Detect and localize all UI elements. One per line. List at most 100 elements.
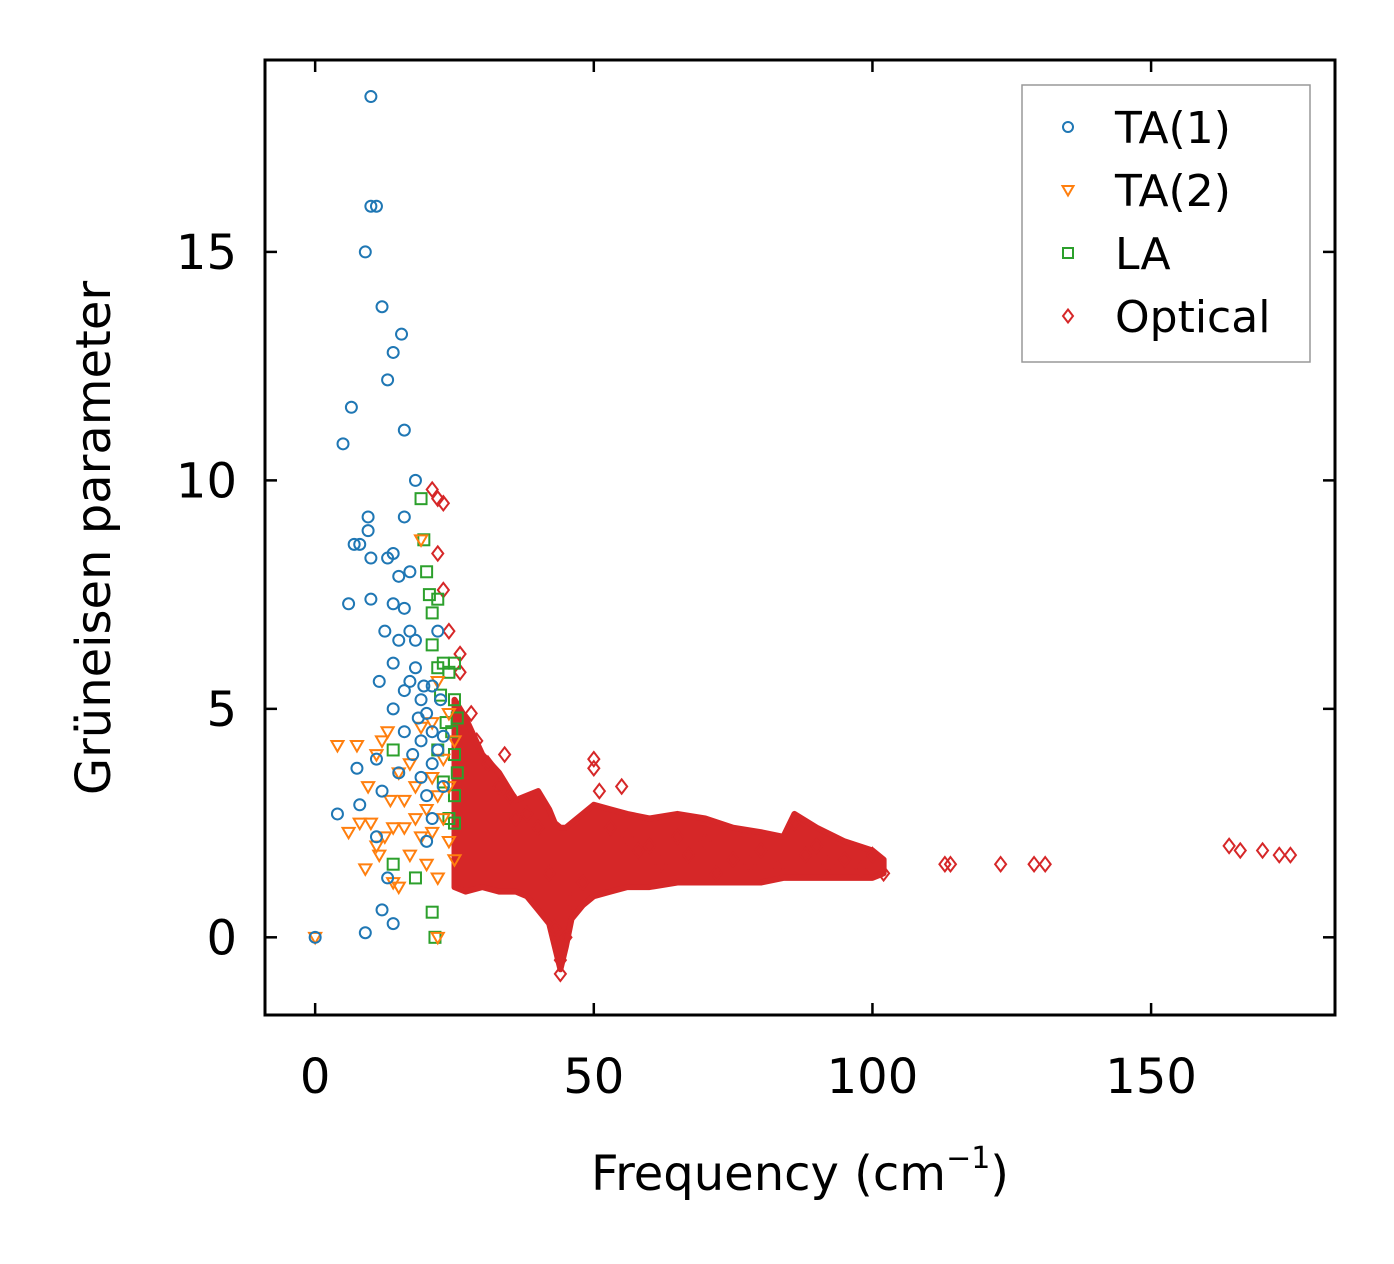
- ta-1-point: [431, 624, 445, 638]
- ta-1-point: [436, 780, 450, 794]
- ta-1-point: [386, 597, 400, 611]
- ta-1-point: [375, 784, 389, 798]
- ta-1-point: [386, 345, 400, 359]
- ta-2-point: [435, 813, 452, 827]
- ta-2-point: [379, 726, 396, 740]
- optical-point: [1027, 855, 1041, 874]
- ta-1-point: [364, 199, 378, 213]
- ta-1-point: [397, 601, 411, 615]
- ta-1-point: [375, 903, 389, 917]
- optical-point: [653, 855, 668, 874]
- ta-2-point: [385, 822, 401, 836]
- y-tick-label: 5: [206, 682, 237, 738]
- optical-point: [1272, 846, 1287, 864]
- x-axis-title-superscript: −1: [946, 1141, 990, 1176]
- optical-point: [743, 855, 757, 874]
- y-tick-label: 10: [176, 453, 237, 509]
- optical-point: [681, 846, 696, 864]
- la-point: [386, 743, 400, 757]
- la-point: [386, 857, 400, 871]
- y-tick-label: 15: [176, 225, 237, 281]
- ta-1-point: [347, 537, 361, 551]
- ta-1-point: [364, 90, 378, 104]
- x-tick-label: 50: [563, 1049, 624, 1105]
- ta-1-point: [308, 930, 322, 944]
- ta-1-point: [397, 684, 411, 698]
- ta-1-point: [420, 834, 434, 848]
- ta-2-point: [390, 767, 407, 781]
- ta-1-point: [386, 546, 400, 560]
- ta-1-point: [369, 752, 383, 766]
- ta-2-point: [429, 790, 446, 804]
- ta-1-point: [431, 743, 445, 757]
- ta-2-point: [441, 708, 457, 722]
- ta-1-point: [425, 757, 439, 771]
- optical-point: [430, 489, 445, 508]
- ta-1-point: [414, 770, 428, 784]
- ta-1-point: [392, 569, 406, 583]
- ta-2-point: [402, 849, 418, 864]
- optical-point: [1038, 855, 1052, 874]
- ta-1-point: [344, 400, 358, 414]
- ta-2-point: [351, 817, 368, 832]
- ta-1-point: [408, 633, 422, 647]
- optical-point: [503, 786, 517, 805]
- x-tick-label: 150: [1105, 1049, 1197, 1105]
- ta-1-point: [381, 871, 395, 885]
- optical-point: [492, 777, 506, 796]
- optical-point: [592, 782, 607, 800]
- ta-2-point: [429, 931, 446, 946]
- optical-point: [481, 754, 495, 773]
- ta-1-point: [386, 656, 400, 670]
- optical-point: [436, 494, 451, 513]
- ta-1-point: [403, 624, 417, 638]
- legend-marker-optical: [1061, 307, 1075, 325]
- optical-dense-region: [451, 696, 887, 973]
- la-point: [420, 565, 434, 579]
- optical-point: [470, 732, 484, 750]
- ta-1-point: [420, 789, 434, 803]
- optical-point: [442, 622, 456, 640]
- ta-2-point: [382, 794, 399, 809]
- optical-point: [497, 745, 512, 764]
- ta-1-point: [358, 245, 372, 259]
- ta-1-point: [397, 423, 411, 437]
- ta-2-point: [418, 858, 435, 873]
- data-points: [307, 90, 1298, 983]
- la-point: [447, 789, 461, 803]
- legend-label-la: LA: [1115, 229, 1171, 280]
- optical-point: [1233, 841, 1248, 860]
- ta-1-point: [403, 674, 417, 688]
- optical-point: [809, 837, 824, 855]
- ta-1-point: [364, 551, 378, 565]
- ta-1-point: [425, 679, 439, 693]
- ta-2-point: [413, 534, 429, 548]
- ta-2-point: [407, 813, 424, 827]
- ta-1-point: [381, 373, 395, 387]
- optical-point: [943, 855, 958, 874]
- ta-2-point: [407, 781, 424, 795]
- legend: TA(1) TA(2) LA Optical: [1021, 84, 1311, 363]
- x-tick-label: 0: [300, 1049, 331, 1105]
- ta-2-point: [340, 826, 357, 841]
- optical-point: [587, 759, 601, 778]
- optical-point: [938, 855, 952, 874]
- ta-2-point: [418, 803, 435, 818]
- optical-point: [1283, 846, 1298, 864]
- legend-marker-la: [1062, 247, 1074, 259]
- ta-1-point: [350, 761, 364, 775]
- optical-point: [787, 814, 802, 832]
- la-point: [425, 905, 439, 919]
- x-axis-title: Frequency (cm−1): [591, 1141, 1009, 1202]
- optical-point: [509, 809, 523, 828]
- la-point: [434, 688, 448, 702]
- ta-1-point: [361, 510, 375, 524]
- ta-1-point: [353, 537, 367, 551]
- ta-1-point: [353, 798, 367, 812]
- optical-point: [821, 855, 835, 874]
- ta-1-point: [336, 437, 350, 451]
- plot-frame: [263, 58, 1337, 1017]
- ta-2-point: [371, 849, 388, 864]
- ta-1-point: [392, 766, 406, 780]
